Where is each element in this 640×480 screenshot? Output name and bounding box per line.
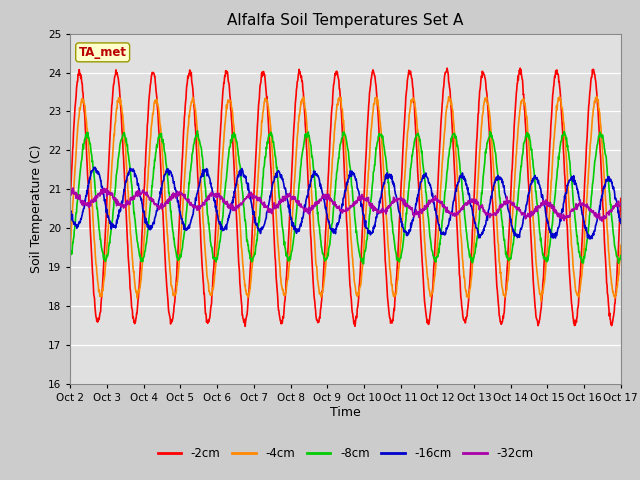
-16cm <box>189 211 197 217</box>
-2cm <box>431 237 439 243</box>
-4cm <box>250 232 258 238</box>
-32cm <box>598 218 606 224</box>
-4cm <box>617 242 625 248</box>
-32cm <box>251 194 259 200</box>
-2cm <box>251 176 259 181</box>
-8cm <box>552 180 560 186</box>
Line: -2cm: -2cm <box>70 68 621 326</box>
-32cm <box>69 185 77 191</box>
-4cm <box>431 273 439 279</box>
-2cm <box>617 195 625 201</box>
-8cm <box>251 250 259 256</box>
-2cm <box>189 86 196 92</box>
-16cm <box>90 165 98 170</box>
-2cm <box>504 264 511 270</box>
-4cm <box>175 256 183 262</box>
-8cm <box>432 259 440 265</box>
-32cm <box>431 193 439 199</box>
-16cm <box>431 206 439 212</box>
Legend: -2cm, -4cm, -8cm, -16cm, -32cm: -2cm, -4cm, -8cm, -16cm, -32cm <box>153 443 538 465</box>
-32cm <box>176 189 184 195</box>
-8cm <box>175 256 183 262</box>
-8cm <box>617 253 625 259</box>
-16cm <box>617 220 625 226</box>
-32cm <box>504 198 511 204</box>
-2cm <box>175 217 183 223</box>
-2cm <box>241 324 249 329</box>
-2cm <box>552 71 560 77</box>
-4cm <box>593 94 600 99</box>
Line: -32cm: -32cm <box>70 188 621 221</box>
-32cm <box>67 186 74 192</box>
-16cm <box>586 236 594 242</box>
-16cm <box>176 210 184 216</box>
-16cm <box>251 220 259 226</box>
-4cm <box>503 287 511 293</box>
-32cm <box>552 207 559 213</box>
-4cm <box>538 298 545 304</box>
-16cm <box>552 230 559 236</box>
Y-axis label: Soil Temperature (C): Soil Temperature (C) <box>29 144 43 273</box>
Line: -4cm: -4cm <box>70 96 621 301</box>
Text: TA_met: TA_met <box>79 46 127 59</box>
Line: -8cm: -8cm <box>70 131 621 264</box>
-8cm <box>193 128 201 134</box>
Line: -16cm: -16cm <box>70 168 621 239</box>
-8cm <box>504 256 511 262</box>
-4cm <box>552 116 559 122</box>
-8cm <box>189 149 196 155</box>
-2cm <box>67 192 74 197</box>
X-axis label: Time: Time <box>330 406 361 419</box>
Title: Alfalfa Soil Temperatures Set A: Alfalfa Soil Temperatures Set A <box>227 13 464 28</box>
-4cm <box>67 245 74 251</box>
-2cm <box>516 65 524 71</box>
-16cm <box>504 200 511 205</box>
-32cm <box>189 204 197 209</box>
-8cm <box>67 250 74 256</box>
-32cm <box>617 201 625 206</box>
-4cm <box>189 95 196 100</box>
-8cm <box>360 261 367 267</box>
-16cm <box>67 209 74 215</box>
